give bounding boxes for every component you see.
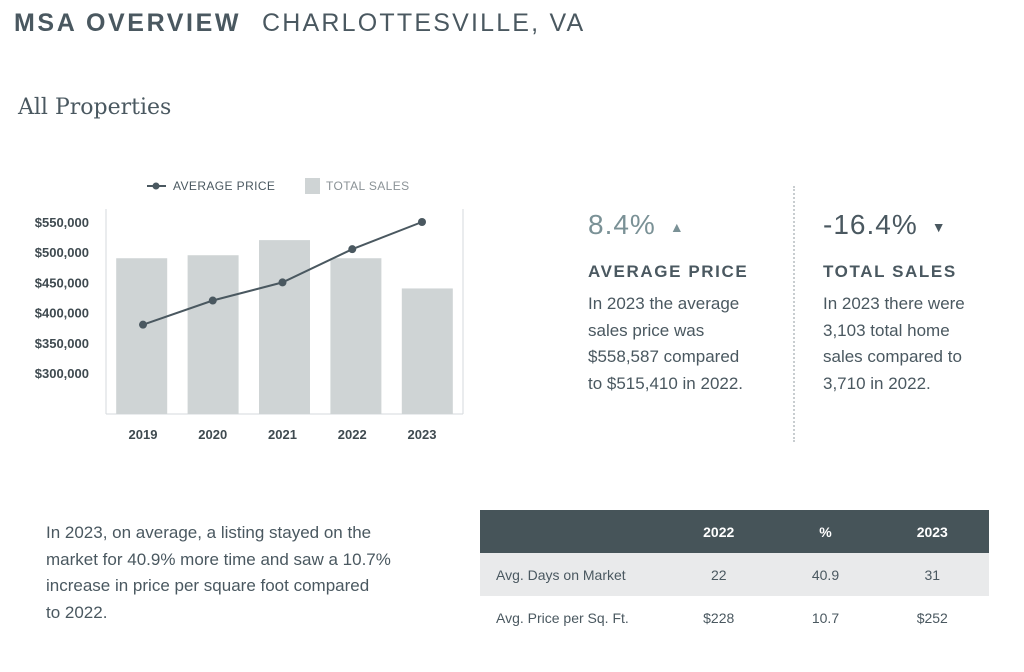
left-tick-label: $500,000: [35, 245, 89, 260]
left-tick-label: $400,000: [35, 306, 89, 321]
sales-text-line: In 2023 there were: [823, 294, 965, 313]
table-header-cell: 2022: [662, 510, 776, 553]
table-header-cell: %: [775, 510, 876, 553]
sales-stat-label: TOTAL SALES: [823, 262, 957, 281]
legend-bar-swatch: [305, 178, 320, 194]
price-text-line: to $515,410 in 2022.: [588, 373, 744, 393]
point-average-price: [418, 218, 426, 226]
sales-change-stat: -16.4% ▼: [823, 209, 947, 241]
left-tick-label: $450,000: [35, 275, 89, 290]
row-label: Avg. Days on Market: [480, 553, 662, 596]
price-stat-text: In 2023 the average sales price was $558…: [588, 291, 743, 397]
row-label: Avg. Price per Sq. Ft.: [496, 609, 629, 626]
sales-stat-text: In 2023 there were 3,103 total home sale…: [823, 291, 965, 397]
point-average-price: [139, 320, 147, 329]
summary-line: market for 40.9% more time and saw a 10.…: [46, 549, 391, 569]
cell-2022: 22: [662, 553, 776, 596]
sales-change-value: -16.4%: [823, 209, 918, 240]
summary-line: increase in price per square foot compar…: [46, 576, 370, 595]
legend-label-average-price: AVERAGE PRICE: [173, 179, 275, 193]
page-location: CHARLOTTESVILLE, VA: [262, 9, 586, 37]
table-header-row: 2022 % 2023: [480, 510, 989, 553]
table-header-cell: 2023: [875, 510, 989, 553]
price-text-line: In 2023 the average: [588, 294, 740, 313]
stat-divider: [793, 186, 795, 442]
cell-2023: $252: [916, 609, 948, 626]
summary-paragraph: In 2023, on average, a listing stayed on…: [46, 520, 436, 626]
bar-total-sales: [116, 258, 168, 414]
bar-total-sales: [259, 240, 310, 414]
summary-line: In 2023, on average, a listing stayed on…: [46, 523, 372, 542]
page-title: MSA OVERVIEW: [14, 9, 242, 37]
point-average-price: [348, 245, 357, 254]
x-tick-label: 2022: [338, 427, 367, 442]
bar-total-sales: [187, 255, 239, 414]
legend-label-total-sales: TOTAL SALES: [326, 179, 410, 193]
cell-2022: $228: [703, 609, 735, 626]
sales-text-line: 3,103 total home: [823, 320, 950, 340]
left-tick-label: $300,000: [35, 366, 89, 381]
summary-line: to 2022.: [46, 602, 108, 622]
combo-chart: $550,000 $500,000 $450,000 $400,000 $350,000…: [35, 178, 464, 442]
cell-pct: 40.9: [775, 553, 876, 596]
sales-text-line: 3,710 in 2022.: [823, 373, 931, 393]
table-row: Avg. Price per Sq. Ft. $228 10.7 $252: [480, 596, 989, 639]
price-text-line: $558,587 compared: [588, 347, 740, 366]
cell-2023: 31: [875, 553, 989, 596]
up-arrow-icon: ▲: [669, 218, 685, 235]
comparison-table: 2022 % 2023 Avg. Days on Market 22 40.9 …: [480, 510, 989, 639]
point-average-price: [208, 296, 217, 305]
sales-text-line: sales compared to: [823, 347, 962, 366]
x-tick-label: 2023: [408, 427, 437, 442]
bar-total-sales: [401, 288, 453, 414]
x-tick-label: 2021: [268, 427, 297, 442]
point-average-price: [278, 278, 287, 287]
left-tick-label: $550,000: [35, 215, 89, 230]
x-tick-label: 2020: [198, 427, 227, 442]
price-text-line: sales price was: [588, 320, 705, 340]
x-tick-label: 2019: [129, 427, 158, 442]
left-tick-label: $350,000: [35, 336, 89, 351]
table-header-cell: [480, 510, 662, 553]
price-stat-label: AVERAGE PRICE: [588, 262, 749, 281]
down-arrow-icon: ▼: [931, 218, 947, 235]
bar-total-sales: [330, 258, 382, 414]
price-change-value: 8.4%: [588, 209, 656, 240]
section-title: All Properties: [18, 95, 172, 120]
legend-line-marker: [152, 182, 160, 190]
table-row: Avg. Days on Market 22 40.9 31: [480, 553, 989, 596]
price-change-stat: 8.4% ▲: [588, 209, 685, 241]
cell-pct: 10.7: [811, 609, 840, 626]
